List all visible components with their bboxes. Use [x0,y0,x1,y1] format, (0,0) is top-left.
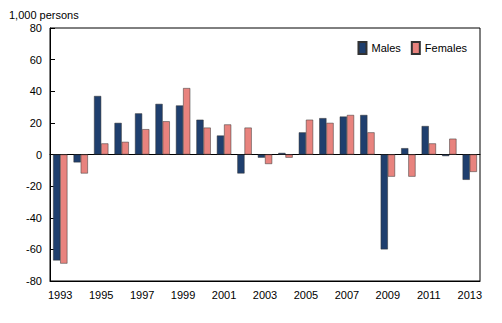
svg-text:2011: 2011 [417,289,441,301]
svg-text:0: 0 [36,149,42,161]
svg-text:1,000 persons: 1,000 persons [9,9,79,21]
svg-text:1995: 1995 [89,289,113,301]
svg-text:40: 40 [30,85,42,97]
svg-text:-40: -40 [26,212,42,224]
svg-text:-20: -20 [26,180,42,192]
svg-text:60: 60 [30,54,42,66]
svg-text:2009: 2009 [376,289,400,301]
svg-text:Males: Males [371,42,401,54]
svg-text:1993: 1993 [48,289,72,301]
svg-text:80: 80 [30,22,42,34]
svg-text:1997: 1997 [130,289,154,301]
svg-text:-80: -80 [26,275,42,287]
svg-text:1999: 1999 [171,289,195,301]
svg-text:2005: 2005 [294,289,318,301]
svg-text:20: 20 [30,117,42,129]
svg-text:Females: Females [425,42,468,54]
svg-text:2007: 2007 [335,289,359,301]
svg-text:-60: -60 [26,243,42,255]
svg-text:2001: 2001 [212,289,236,301]
svg-text:2013: 2013 [458,289,482,301]
svg-text:2003: 2003 [253,289,277,301]
